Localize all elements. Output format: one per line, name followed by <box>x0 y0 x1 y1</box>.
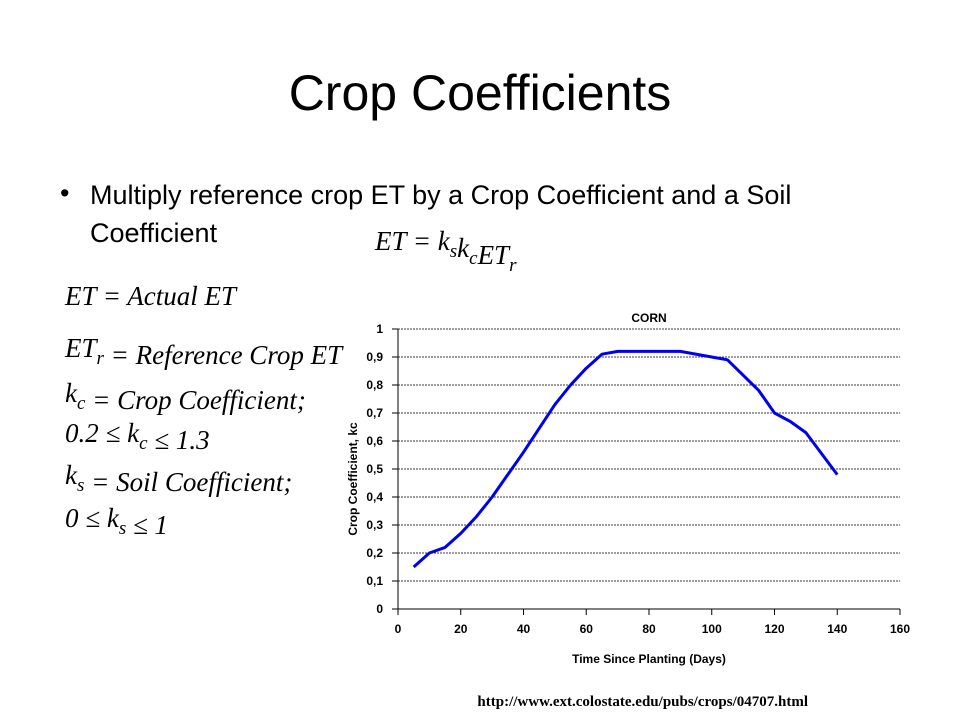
x-tick-label: 140 <box>827 622 847 636</box>
equation-subscript: r <box>97 348 105 369</box>
bullet-text: Multiply reference crop ET by a Crop Coe… <box>90 180 792 248</box>
equation-subscript: c <box>139 433 148 454</box>
y-tick-label: 0,1 <box>366 574 383 588</box>
equation-subscript: c <box>469 248 478 269</box>
chart-title: CORN <box>631 311 666 325</box>
equation-subscript: c <box>77 393 86 414</box>
source-url: http://www.ext.colostate.edu/pubs/crops/… <box>477 694 808 710</box>
data-line <box>412 349 839 569</box>
equation-text: ET <box>477 240 511 270</box>
x-tick-label: 20 <box>454 622 468 636</box>
y-tick-label: 0,8 <box>366 378 383 392</box>
equation-subscript: s <box>119 518 126 539</box>
equation-text: ET = k <box>374 226 451 256</box>
y-tick-label: 0,7 <box>366 406 383 420</box>
y-tick-label: 0,6 <box>366 434 383 448</box>
equation-text: k <box>65 378 78 408</box>
y-tick-label: 1 <box>376 322 383 336</box>
equation-subscript: s <box>450 241 457 262</box>
equation-text: ET <box>64 333 98 363</box>
bullet-dot: • <box>60 178 69 208</box>
equation-text: 0 ≤ k <box>65 503 120 533</box>
equation-text: = Soil Coefficient; <box>84 467 292 497</box>
equation-text: ≤ 1 <box>126 510 168 540</box>
x-tick-label: 80 <box>642 622 656 636</box>
equation: ETr = Reference Crop ET <box>64 333 344 370</box>
y-tick-label: 0 <box>376 602 383 616</box>
x-tick-label: 60 <box>580 622 594 636</box>
x-tick-label: 120 <box>764 622 784 636</box>
equation: 0 ≤ ks ≤ 1 <box>65 503 168 540</box>
x-tick-label: 100 <box>702 622 722 636</box>
y-tick-label: 0,9 <box>366 350 383 364</box>
y-tick-label: 0,4 <box>366 490 383 504</box>
y-tick-label: 0,3 <box>366 518 383 532</box>
x-axis-label: Time Since Planting (Days) <box>572 652 726 666</box>
equation: ET = Actual ET <box>64 281 238 311</box>
x-tick-label: 40 <box>517 622 531 636</box>
equation: 0.2 ≤ kc ≤ 1.3 <box>65 418 210 455</box>
equation-text: ≤ 1.3 <box>148 425 210 455</box>
equation-text: ET = Actual ET <box>64 281 238 311</box>
equation-text: k <box>65 460 78 490</box>
y-tick-label: 0,2 <box>366 546 383 560</box>
x-tick-label: 0 <box>395 622 402 636</box>
equation-text: 0.2 ≤ k <box>65 418 140 448</box>
equation: kc = Crop Coefficient; <box>65 378 306 415</box>
y-axis-label: Crop Coefficient, kc <box>346 422 360 536</box>
y-tick-label: 0,5 <box>366 462 383 476</box>
equation-text: = Reference Crop ET <box>104 340 344 370</box>
equation-subscript: s <box>77 475 84 496</box>
equation: ks = Soil Coefficient; <box>65 460 292 497</box>
x-tick-label: 160 <box>890 622 910 636</box>
equation-text: k <box>457 233 470 263</box>
slide-title: Crop Coefficients <box>289 65 672 121</box>
equation-text: = Crop Coefficient; <box>85 385 305 415</box>
bullet-box: Multiply reference crop ET by a Crop Coe… <box>90 180 792 248</box>
equation: ET = kskcETr <box>374 226 517 276</box>
equation-subscript: r <box>509 255 517 276</box>
